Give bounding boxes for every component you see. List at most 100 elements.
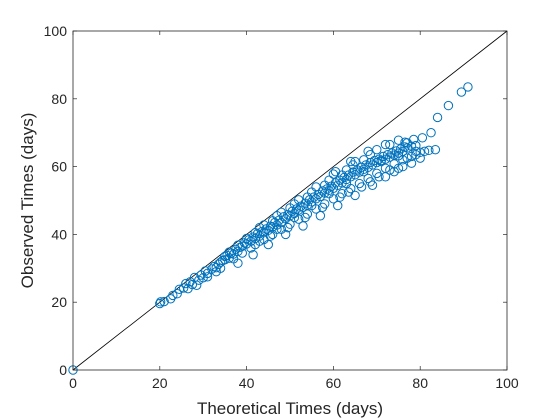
- data-point: [365, 150, 375, 160]
- data-point: [367, 160, 378, 170]
- data-point: [333, 200, 343, 211]
- data-point: [335, 192, 345, 202]
- data-point: [359, 164, 369, 175]
- data-point: [356, 182, 367, 192]
- y-tick-label: 0: [59, 362, 67, 378]
- reference-line: [72, 30, 508, 371]
- data-point: [324, 189, 334, 199]
- data-point: [393, 135, 404, 145]
- y-tick-label: 60: [51, 159, 67, 175]
- data-point: [398, 161, 408, 172]
- data-point: [415, 147, 425, 158]
- data-point: [387, 148, 397, 158]
- data-point: [285, 203, 295, 213]
- data-point: [263, 239, 273, 250]
- data-point: [376, 156, 386, 167]
- data-point: [385, 165, 395, 175]
- data-point: [328, 169, 339, 179]
- data-point: [209, 261, 219, 272]
- data-point: [165, 294, 176, 304]
- data-point: [380, 154, 391, 164]
- y-tick-label: 20: [51, 294, 67, 310]
- data-point: [250, 228, 260, 238]
- data-point: [372, 144, 382, 155]
- data-point: [424, 145, 434, 156]
- data-point: [348, 160, 358, 170]
- data-point: [241, 233, 252, 244]
- data-point: [233, 258, 243, 268]
- data-point: [402, 143, 412, 153]
- data-point: [430, 144, 441, 155]
- data-point: [417, 133, 428, 143]
- data-point: [194, 275, 204, 285]
- data-point: [267, 222, 278, 232]
- data-point: [341, 178, 352, 189]
- data-point: [382, 150, 393, 160]
- y-tick-label: 80: [51, 91, 67, 107]
- data-point: [432, 112, 443, 123]
- data-point: [348, 167, 358, 177]
- data-point: [270, 217, 280, 228]
- data-point: [380, 172, 391, 182]
- data-point: [265, 231, 276, 241]
- data-point: [359, 155, 369, 165]
- data-point: [385, 139, 395, 150]
- data-point: [155, 297, 166, 307]
- data-point: [395, 144, 406, 154]
- x-axis-title: Theoretical Times (days): [197, 399, 383, 418]
- data-point: [283, 222, 293, 233]
- data-point: [408, 134, 419, 145]
- data-point: [365, 177, 375, 187]
- data-point: [267, 216, 278, 226]
- y-axis-title: Observed Times (days): [18, 113, 37, 289]
- data-point: [181, 278, 191, 289]
- data-point: [191, 280, 202, 290]
- data-point: [215, 263, 226, 273]
- x-tick-label: 80: [412, 375, 428, 391]
- data-point: [330, 166, 341, 177]
- data-point: [280, 229, 291, 240]
- x-tick-label: 0: [69, 375, 77, 391]
- data-point: [333, 180, 343, 190]
- data-point: [400, 137, 410, 147]
- data-point: [406, 151, 417, 162]
- data-point: [200, 266, 211, 276]
- x-tick-label: 40: [239, 375, 255, 391]
- y-tick-label: 40: [51, 226, 67, 242]
- plot-area: [68, 30, 508, 375]
- data-point: [346, 172, 356, 182]
- data-point: [311, 182, 321, 192]
- data-point: [320, 180, 330, 190]
- data-point: [298, 221, 308, 231]
- data-point: [278, 212, 289, 222]
- data-point: [378, 151, 389, 162]
- data-point: [456, 87, 467, 97]
- y-tick-label: 100: [44, 23, 68, 39]
- x-tick-label: 100: [495, 375, 519, 391]
- data-point: [361, 160, 371, 170]
- data-point: [250, 239, 260, 250]
- data-point: [159, 296, 169, 307]
- data-point: [220, 251, 230, 262]
- axes: 0 20 40 60 80 100 0 20 40 60 80 100: [44, 23, 519, 391]
- x-tick-label: 60: [326, 375, 342, 391]
- data-point: [317, 202, 328, 212]
- data-point: [293, 214, 304, 224]
- data-point: [350, 190, 360, 201]
- data-point: [289, 212, 300, 223]
- data-point: [426, 128, 436, 138]
- data-point: [178, 283, 189, 293]
- data-point: [272, 224, 282, 235]
- data-point: [391, 146, 402, 156]
- data-point: [411, 150, 421, 160]
- axes-box: [72, 30, 508, 371]
- data-point: [315, 211, 326, 221]
- data-point: [307, 200, 317, 211]
- x-tick-label: 20: [152, 375, 168, 391]
- data-point: [463, 82, 473, 92]
- data-point: [300, 212, 310, 223]
- data-point: [202, 272, 213, 282]
- data-point: [343, 187, 354, 197]
- data-point: [402, 153, 412, 163]
- data-point: [237, 248, 247, 258]
